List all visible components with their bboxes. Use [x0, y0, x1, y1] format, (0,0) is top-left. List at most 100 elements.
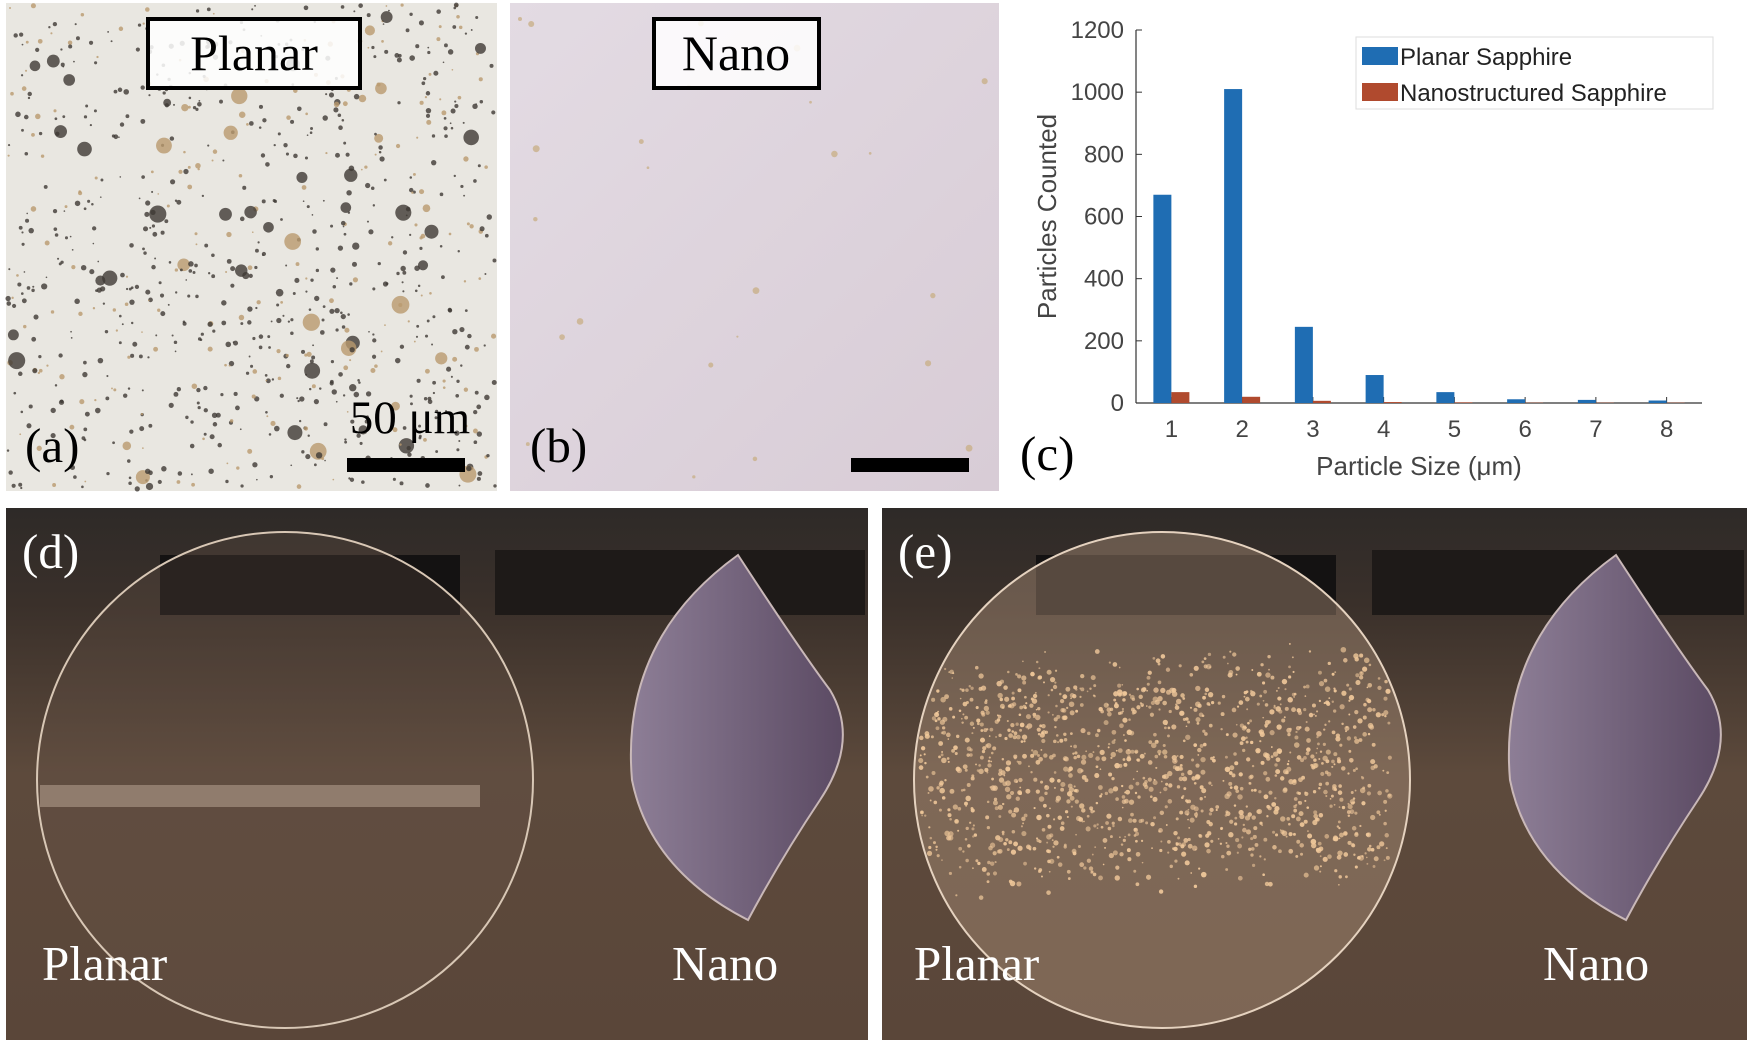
speck [81, 436, 86, 441]
speck [402, 290, 405, 293]
speck [95, 407, 101, 414]
speck [1137, 795, 1141, 799]
speck [159, 293, 165, 298]
speck [1242, 827, 1247, 833]
speck [1293, 797, 1298, 801]
speck [342, 101, 348, 107]
x-tick-label: 5 [1448, 416, 1461, 443]
speck [424, 368, 430, 374]
speck [940, 696, 946, 703]
speck [1279, 703, 1282, 706]
speck [1043, 753, 1048, 758]
speck [1345, 875, 1348, 879]
speck [988, 756, 991, 759]
speck [1375, 712, 1381, 718]
speck [119, 122, 125, 127]
speck [7, 154, 10, 157]
speck [1202, 729, 1206, 733]
speck [1352, 797, 1356, 800]
speck [83, 427, 88, 432]
speck [183, 168, 189, 175]
speck [19, 32, 24, 37]
speck [1324, 723, 1327, 726]
speck [1334, 869, 1338, 873]
speck [1128, 718, 1131, 721]
speck [1046, 813, 1050, 818]
speck [1355, 767, 1358, 770]
speck [947, 738, 950, 740]
speck [492, 258, 497, 263]
speck [970, 776, 975, 781]
speck [999, 697, 1004, 702]
speck [1055, 704, 1058, 708]
speck [1270, 675, 1275, 680]
planar-wafer [913, 531, 1411, 1029]
speck [1384, 679, 1388, 684]
speck [1041, 724, 1046, 729]
speck [919, 735, 924, 741]
bar [1648, 400, 1667, 403]
speck [1193, 743, 1198, 747]
speck [1189, 706, 1193, 709]
speck [1034, 691, 1037, 694]
speck [149, 205, 167, 223]
speck [398, 302, 403, 307]
speck [1365, 697, 1370, 702]
speck [1145, 821, 1149, 825]
speck [380, 11, 393, 23]
speck [1013, 756, 1017, 760]
speck [1173, 830, 1178, 836]
speck [365, 182, 371, 189]
speck [271, 378, 275, 381]
speck [1259, 731, 1265, 738]
speck [1235, 666, 1240, 671]
speck [1084, 778, 1089, 783]
speck [1140, 687, 1146, 693]
speck [79, 399, 85, 405]
speck [63, 74, 76, 86]
speck [1179, 763, 1183, 767]
speck [1198, 712, 1204, 717]
speck [409, 12, 413, 16]
speck [1019, 786, 1022, 789]
speck [933, 800, 938, 805]
speck [976, 769, 980, 772]
speck [1370, 847, 1375, 852]
speck [399, 344, 405, 349]
speck [1226, 733, 1229, 736]
speck [388, 9, 390, 12]
speck [40, 154, 45, 158]
speck [1025, 702, 1028, 705]
speck [1185, 734, 1191, 740]
speck [1368, 844, 1372, 848]
speck [1141, 861, 1144, 864]
speck [1192, 845, 1198, 851]
speck [366, 13, 371, 18]
speck [453, 6, 457, 10]
speck [340, 220, 346, 226]
speck [347, 211, 351, 214]
speck [1182, 776, 1188, 782]
speck [1182, 697, 1186, 700]
speck [441, 275, 445, 280]
speck [1023, 861, 1027, 866]
speck [1117, 816, 1123, 822]
speck [229, 419, 234, 423]
speck [83, 115, 88, 119]
speck [1361, 855, 1364, 858]
speck [1022, 680, 1027, 685]
speck [157, 308, 161, 312]
speck [1319, 870, 1322, 873]
speck [1169, 864, 1173, 869]
speck [928, 826, 931, 829]
speck [1196, 774, 1201, 779]
speck [944, 830, 950, 837]
speck [1347, 772, 1350, 775]
speck [319, 387, 322, 390]
speck [416, 324, 420, 328]
speck [1068, 701, 1075, 708]
speck [439, 192, 444, 197]
speck [118, 341, 122, 345]
speck [431, 343, 434, 346]
